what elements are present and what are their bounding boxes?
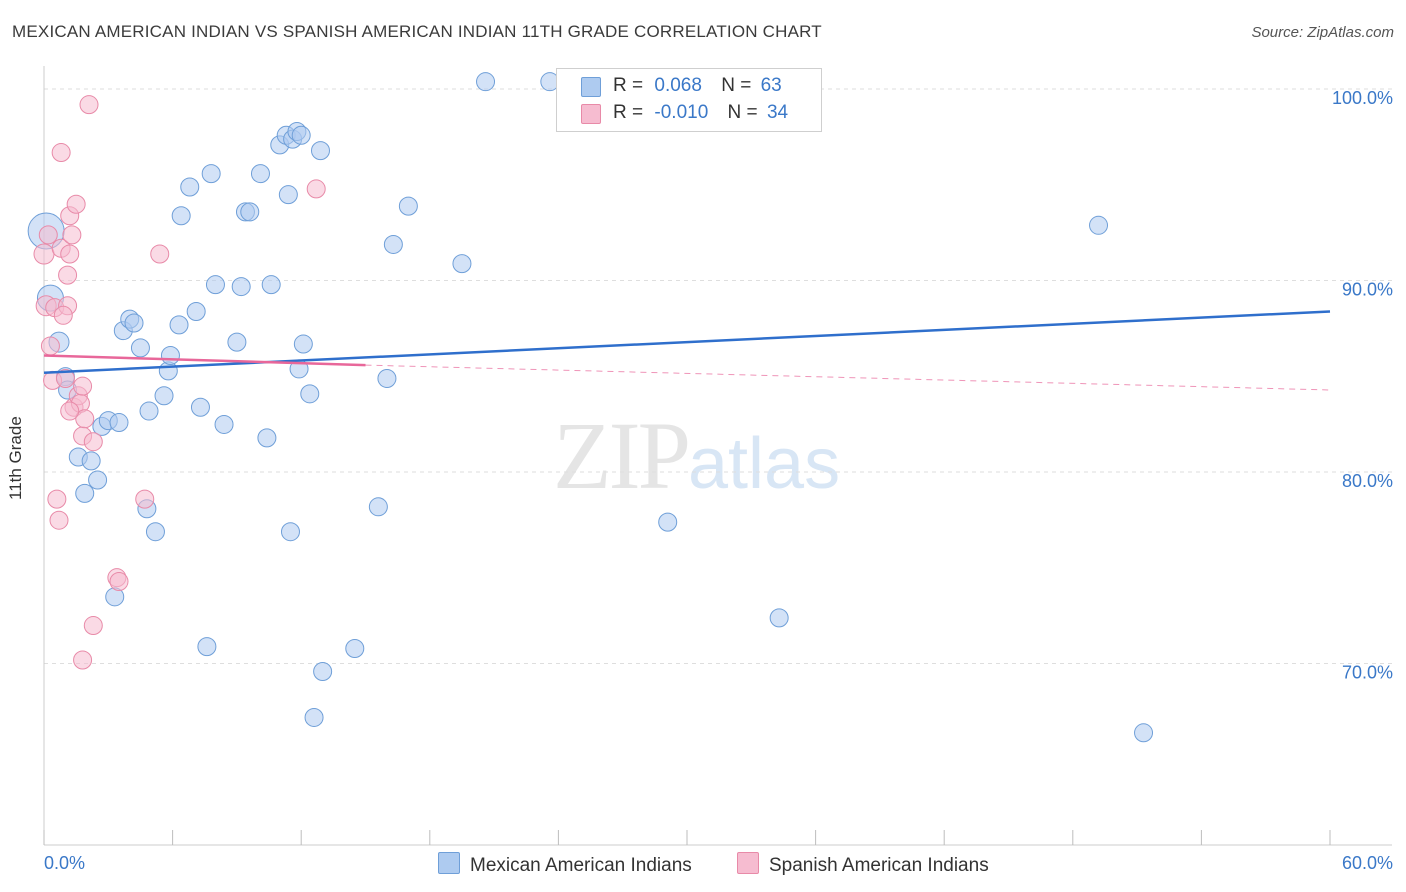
bottom-legend-swatch-blue <box>438 852 460 874</box>
blue-data-point <box>81 451 101 471</box>
blue-data-point <box>278 185 298 205</box>
pink-data-point <box>62 225 82 245</box>
pink-data-point <box>51 143 71 163</box>
watermark-atlas: atlas <box>688 424 841 504</box>
blue-data-point <box>109 413 129 433</box>
blue-data-point <box>345 639 365 659</box>
bottom-legend-label-blue: Mexican American Indians <box>470 855 692 876</box>
pink-data-point <box>38 225 58 245</box>
bottom-legend-swatch-pink <box>737 852 759 874</box>
legend-pink-r-label: R = <box>613 102 644 123</box>
blue-data-point <box>88 470 108 490</box>
blue-data-point <box>154 386 174 406</box>
y-tick-label: 100.0% <box>1332 88 1393 108</box>
blue-data-point <box>227 332 247 352</box>
blue-data-point <box>130 338 150 358</box>
y-axis-label: 11th Grade <box>6 416 25 500</box>
pink-data-point <box>109 571 129 591</box>
blue-data-point <box>304 707 324 727</box>
legend-pink-r-value: -0.010 <box>654 102 709 123</box>
watermark: ZIPatlas <box>553 400 840 511</box>
blue-data-point <box>310 141 330 161</box>
legend-blue-n-value: 63 <box>760 75 782 96</box>
blue-data-point <box>377 369 397 389</box>
blue-data-point <box>300 384 320 404</box>
bottom-legend-pink: Spanish American Indians <box>737 852 989 877</box>
blue-data-point <box>171 206 191 226</box>
blue-data-point <box>476 72 496 92</box>
blue-data-point <box>368 497 388 517</box>
pink-data-point <box>40 336 60 356</box>
y-tick-label: 80.0% <box>1342 471 1393 491</box>
blue-data-point <box>205 275 225 295</box>
pink-data-point <box>83 432 103 452</box>
pink-data-point <box>150 244 170 264</box>
pink-data-point <box>306 179 326 199</box>
pink-data-point <box>53 305 73 325</box>
correlation-legend: R = 0.068 N = 63 R = -0.010 N = 34 <box>556 68 822 132</box>
blue-data-point <box>197 637 217 657</box>
pink-data-point <box>33 243 55 265</box>
source-label: Source: ZipAtlas.com <box>1251 24 1394 41</box>
pink-data-point <box>49 510 69 530</box>
blue-data-point <box>1134 723 1154 743</box>
pink-data-point <box>60 401 80 421</box>
blue-data-point <box>190 397 210 417</box>
blue-data-point <box>257 428 277 448</box>
pink-data-point <box>83 616 103 636</box>
legend-pink-n-label: N = <box>727 102 758 123</box>
blue-data-point <box>145 522 165 542</box>
blue-data-point <box>180 177 200 197</box>
blue-data-point <box>769 608 789 628</box>
blue-data-point <box>139 401 159 421</box>
pink-data-point <box>58 265 78 285</box>
blue-data-point <box>250 164 270 184</box>
blue-data-point <box>124 313 144 333</box>
blue-data-point <box>452 254 472 274</box>
blue-data-point <box>231 277 251 297</box>
bottom-legend-label-pink: Spanish American Indians <box>769 855 989 876</box>
blue-data-point <box>201 164 221 184</box>
blue-data-point <box>261 275 281 295</box>
blue-data-point <box>169 315 189 335</box>
legend-swatch-pink <box>581 104 601 124</box>
legend-pink-n-value: 34 <box>766 102 789 123</box>
bottom-legend-blue: Mexican American Indians <box>438 852 692 877</box>
watermark-zip: ZIP <box>553 402 691 509</box>
blue-data-point <box>280 522 300 542</box>
pink-trend-line <box>43 354 366 367</box>
blue-data-point <box>160 346 180 366</box>
pink-data-point <box>135 489 155 509</box>
x-tick-label-max: 60.0% <box>1342 853 1393 873</box>
x-tick-label-min: 0.0% <box>44 853 85 873</box>
blue-data-point <box>214 414 234 434</box>
pink-data-point <box>60 244 80 264</box>
blue-data-point <box>1089 215 1109 235</box>
pink-data-point <box>79 95 99 115</box>
blue-data-point <box>313 662 333 681</box>
chart-title: MEXICAN AMERICAN INDIAN VS SPANISH AMERI… <box>12 22 822 41</box>
legend-blue-r-label: R = <box>613 75 644 96</box>
pink-data-point <box>73 650 93 670</box>
pink-data-point <box>73 376 93 396</box>
pink-data-point <box>75 409 95 429</box>
y-tick-label: 90.0% <box>1342 280 1393 300</box>
blue-data-point <box>240 202 260 222</box>
blue-data-point <box>658 512 678 532</box>
blue-data-point <box>75 483 95 503</box>
blue-data-point <box>291 125 311 145</box>
pink-data-point <box>55 369 75 389</box>
pink-data-point <box>66 194 86 214</box>
blue-data-point <box>186 301 206 321</box>
legend-swatch-blue <box>581 77 601 97</box>
legend-blue-r-value: 0.068 <box>654 75 702 96</box>
blue-data-point <box>293 334 313 354</box>
legend-blue-n-label: N = <box>721 75 752 96</box>
pink-trend-line-extension <box>365 364 1331 391</box>
blue-data-point <box>398 196 418 216</box>
blue-data-point <box>383 234 403 254</box>
pink-data-point <box>47 489 67 509</box>
y-tick-label: 70.0% <box>1342 663 1393 683</box>
